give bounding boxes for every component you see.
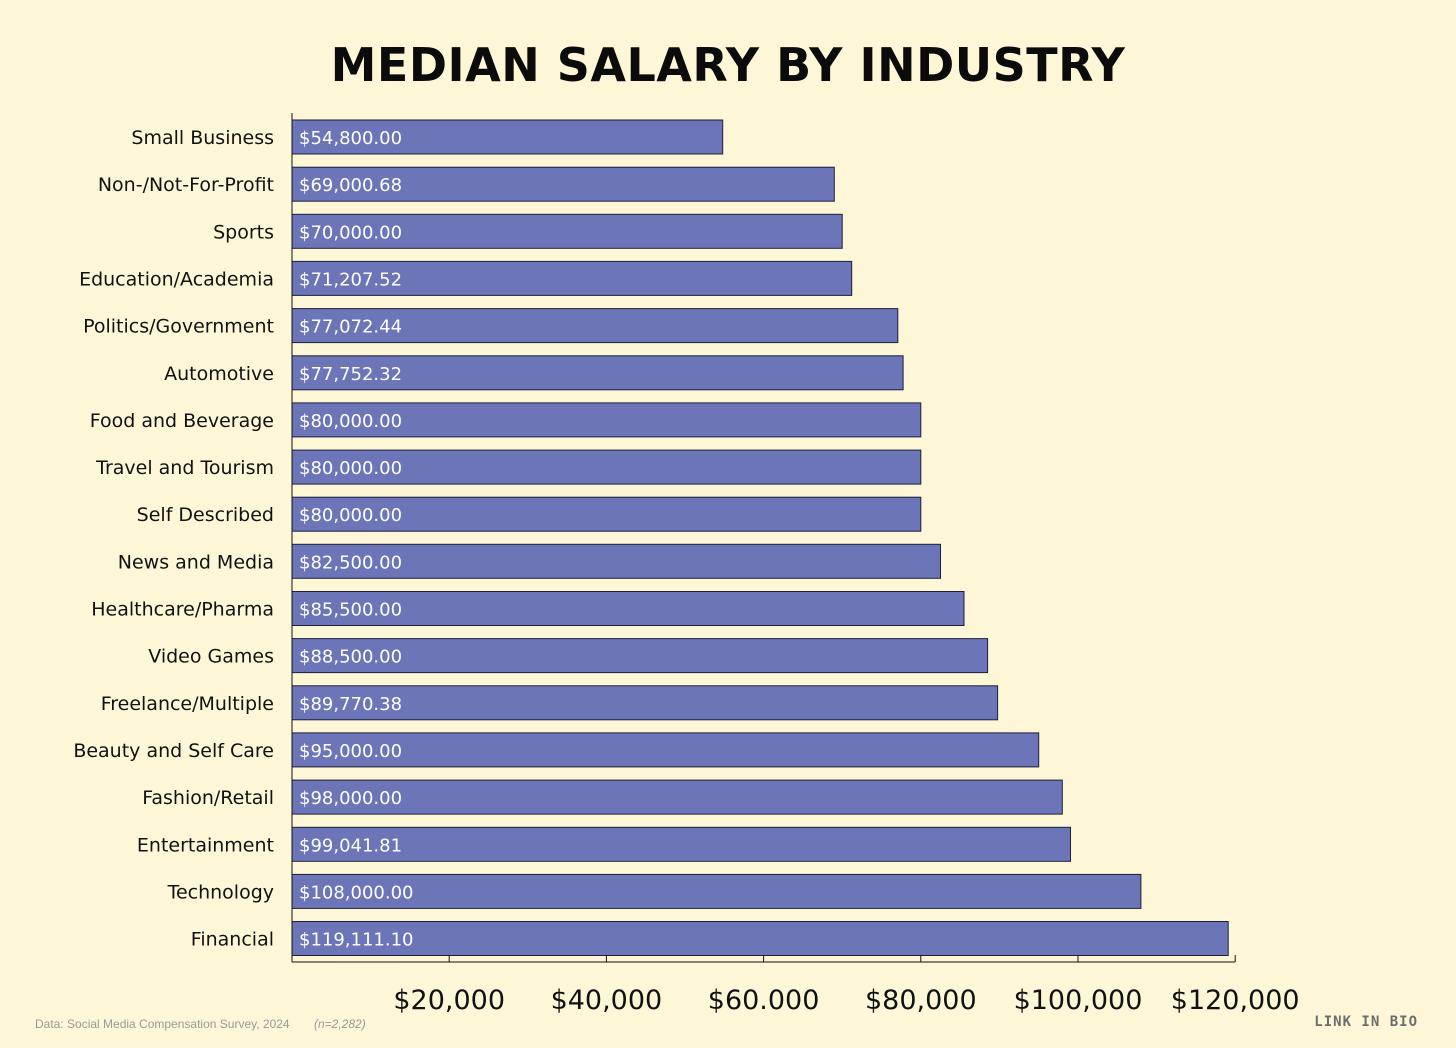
category-label: Travel and Tourism xyxy=(95,457,274,479)
category-label: Politics/Government xyxy=(83,316,274,338)
data-label: $82,500.00 xyxy=(299,552,402,573)
bar xyxy=(291,166,835,202)
bar xyxy=(291,826,1071,862)
category-label: Non-/Not-For-Profit xyxy=(98,174,274,196)
data-label: $80,000.00 xyxy=(299,458,402,479)
chart-title: MEDIAN SALARY BY INDUSTRY xyxy=(330,38,1126,92)
bar xyxy=(291,119,724,155)
bar xyxy=(291,213,843,249)
data-label: $89,770.38 xyxy=(299,694,402,715)
category-label: Education/Academia xyxy=(79,268,274,290)
data-label: $108,000.00 xyxy=(299,882,414,903)
bar xyxy=(291,260,853,296)
bar xyxy=(291,402,922,438)
data-label: $99,041.81 xyxy=(299,835,402,856)
category-label: Food and Beverage xyxy=(90,410,274,432)
data-label: $77,072.44 xyxy=(299,317,402,338)
data-label: $54,800.00 xyxy=(299,128,402,149)
category-label: Technology xyxy=(167,881,274,903)
sample-size-note: (n=2,282) xyxy=(314,1017,366,1031)
source-note: Data: Social Media Compensation Survey, … xyxy=(35,1017,290,1031)
bar xyxy=(291,779,1063,815)
bar xyxy=(291,873,1142,909)
x-tick-label: $120,000 xyxy=(1171,985,1300,1016)
category-label: Small Business xyxy=(131,127,274,149)
category-label: News and Media xyxy=(118,551,274,573)
bar xyxy=(291,355,904,391)
category-label: Entertainment xyxy=(137,834,274,856)
data-label: $88,500.00 xyxy=(299,647,402,668)
data-label: $95,000.00 xyxy=(299,741,402,762)
x-tick-label: $80,000 xyxy=(865,985,977,1016)
data-label: $77,752.32 xyxy=(299,364,402,385)
bar xyxy=(291,685,999,721)
category-label: Self Described xyxy=(137,504,274,526)
data-label: $80,000.00 xyxy=(299,505,402,526)
data-label: $85,500.00 xyxy=(299,600,402,621)
data-label: $69,000.68 xyxy=(299,175,402,196)
bar xyxy=(291,591,965,626)
bar xyxy=(291,308,899,344)
category-label: Video Games xyxy=(148,646,274,668)
x-tick-label: $100,000 xyxy=(1014,985,1143,1016)
x-axis: $20,000 $40,000 $60.000 $80,000 $100,000 $120… xyxy=(291,113,1300,1016)
x-tick-label: $20,000 xyxy=(393,985,505,1016)
category-label: Healthcare/Pharma xyxy=(91,599,274,621)
category-label: Fashion/Retail xyxy=(142,787,274,809)
bars-layer: Small Business $54,800.00 Non-/Not-For-Pro… xyxy=(73,119,1229,956)
bar xyxy=(291,732,1040,768)
data-label: $119,111.10 xyxy=(299,930,414,951)
category-label: Beauty and Self Care xyxy=(73,740,274,762)
data-label: $71,207.52 xyxy=(299,269,402,290)
brand-logo: LINK IN BIO xyxy=(1314,1014,1418,1030)
data-label: $80,000.00 xyxy=(299,411,402,432)
x-tick-label: $60.000 xyxy=(708,985,820,1016)
category-label: Automotive xyxy=(164,363,274,385)
data-label: $98,000.00 xyxy=(299,788,402,809)
bar xyxy=(291,638,989,674)
bar xyxy=(291,921,1229,956)
data-label: $70,000.00 xyxy=(299,222,402,243)
category-label: Freelance/Multiple xyxy=(101,693,274,715)
category-label: Financial xyxy=(191,929,274,951)
bar xyxy=(291,543,941,579)
category-label: Sports xyxy=(213,221,274,243)
x-tick-label: $40,000 xyxy=(551,985,663,1016)
